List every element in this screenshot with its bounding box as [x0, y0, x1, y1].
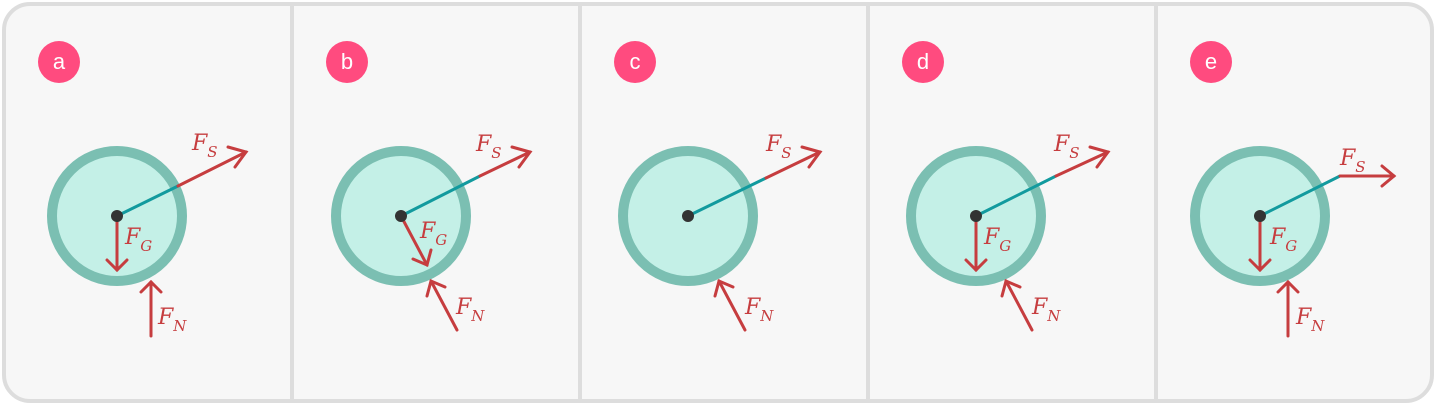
spring-force-arrow [176, 145, 249, 188]
normal-force-label: FN [157, 305, 187, 335]
gravity-force-label: FG [983, 225, 1011, 255]
normal-force-arrow [139, 279, 163, 338]
force-diagram-c: FS FN [618, 132, 823, 332]
normal-force-arrow [1000, 278, 1034, 332]
panel-divider [866, 6, 870, 399]
panel-e: e FS FG FN [1158, 6, 1430, 399]
pivot-dot [395, 210, 407, 222]
gravity-force-arrow [399, 214, 433, 268]
panel-label-badge: e [1190, 41, 1232, 83]
panel-label-badge: d [902, 41, 944, 83]
pivot-dot [682, 210, 694, 222]
panel-divider [290, 6, 294, 399]
normal-force-arrow [425, 278, 459, 332]
diagram-frame: a FS FG FN b [2, 2, 1434, 403]
spring-force-arrow [1338, 164, 1397, 188]
force-diagram-d: FS FG FN [906, 132, 1111, 332]
panel-label-badge: b [326, 41, 368, 83]
string-line [1259, 174, 1341, 218]
panel-b: b FS FG FN [294, 6, 578, 399]
spring-force-label: FS [475, 132, 502, 162]
spring-force-arrow [764, 145, 823, 180]
force-diagram-a: FS FG FN [47, 131, 249, 338]
panel-d: d FS FG FN [870, 6, 1154, 399]
force-diagram-e: FS FG FN [1190, 146, 1397, 338]
normal-force-label: FN [1295, 305, 1325, 335]
normal-force-arrow [713, 278, 747, 332]
panel-label-badge: c [614, 41, 656, 83]
pivot-dot [970, 210, 982, 222]
normal-force-label: FN [1031, 295, 1061, 325]
spring-force-label: FS [765, 132, 792, 162]
gravity-force-label: FG [1269, 225, 1297, 255]
gravity-force-label: FG [419, 219, 447, 249]
panel-divider [578, 6, 582, 399]
panel-a: a FS FG FN [6, 6, 290, 399]
panel-label-badge: a [38, 41, 80, 83]
spring-force-arrow [478, 145, 533, 178]
string-line [687, 176, 767, 218]
gravity-force-arrow [964, 214, 988, 273]
normal-force-arrow [1276, 279, 1300, 338]
gravity-force-arrow [1248, 214, 1272, 273]
string-line [116, 184, 179, 218]
gravity-force-label: FG [124, 225, 152, 255]
string-line [400, 174, 481, 218]
spring-force-arrow [1054, 145, 1111, 178]
panel-c: c FS FN [582, 6, 866, 399]
normal-force-label: FN [744, 295, 774, 325]
spring-force-label: FS [1053, 132, 1080, 162]
force-diagram-b: FS FG FN [331, 132, 533, 332]
panel-divider [1154, 6, 1158, 399]
gravity-force-arrow [105, 214, 129, 273]
pivot-dot [111, 210, 123, 222]
spring-force-label: FS [1339, 146, 1366, 176]
pivot-dot [1254, 210, 1266, 222]
string-line [975, 174, 1057, 218]
spring-force-label: FS [191, 131, 218, 161]
normal-force-label: FN [455, 295, 485, 325]
